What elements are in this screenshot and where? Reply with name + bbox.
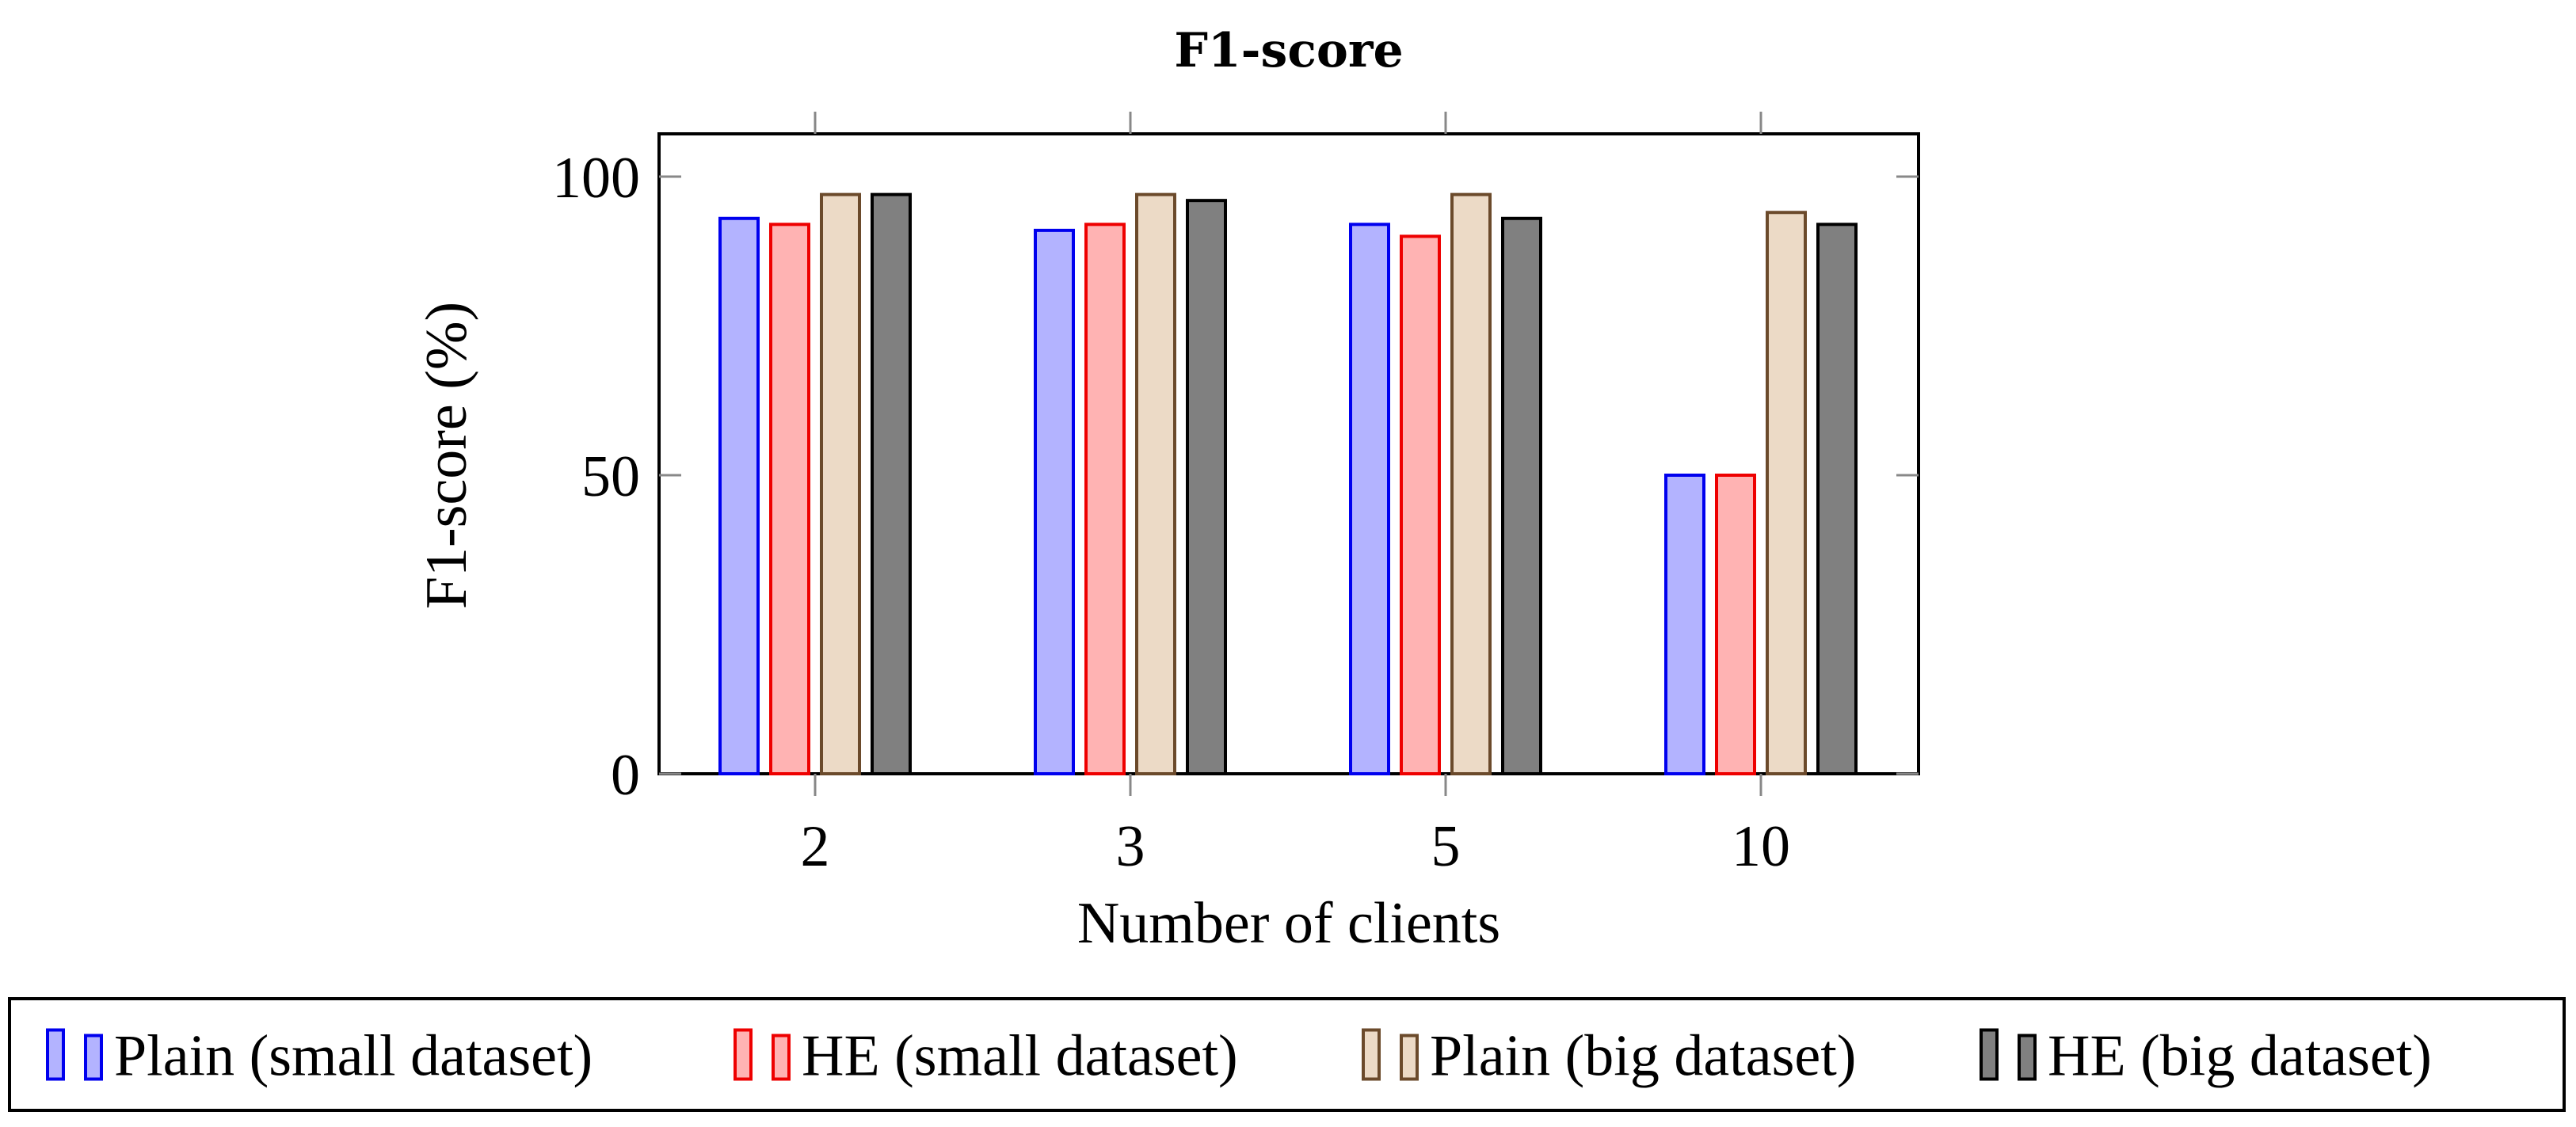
bar — [1084, 223, 1126, 775]
legend-swatch — [772, 1034, 791, 1081]
legend-label: HE (big dataset) — [2048, 1024, 2432, 1089]
bar — [1766, 211, 1807, 775]
bar — [820, 192, 861, 775]
bar — [871, 192, 912, 775]
bar — [1400, 234, 1441, 775]
bar — [1715, 474, 1756, 775]
legend-swatch — [1362, 1028, 1381, 1081]
x-tick-label: 3 — [1116, 814, 1145, 879]
legend-swatch — [1400, 1034, 1419, 1081]
y-tick-label: 100 — [552, 146, 640, 211]
legend-item: Plain (small dataset) — [46, 1024, 593, 1089]
bar — [1135, 192, 1176, 775]
legend-item: HE (big dataset) — [1980, 1024, 2432, 1089]
bar — [1450, 192, 1492, 775]
x-axis-label: Number of clients — [1077, 891, 1500, 956]
legend-label: Plain (small dataset) — [114, 1024, 593, 1089]
legend-item: Plain (big dataset) — [1362, 1024, 1856, 1089]
bar — [1664, 474, 1705, 775]
legend-swatch — [734, 1028, 753, 1081]
legend-swatch — [46, 1028, 65, 1081]
bar — [1034, 228, 1075, 775]
bar — [718, 216, 760, 775]
plot-frame — [657, 132, 1920, 775]
bar — [1816, 223, 1858, 775]
x-tick-label: 10 — [1732, 814, 1790, 879]
legend: Plain (small dataset) HE (small dataset) P… — [8, 997, 2566, 1112]
bar — [1349, 223, 1390, 775]
x-tick-label: 5 — [1431, 814, 1461, 879]
x-tick-label: 2 — [801, 814, 830, 879]
bar — [1501, 216, 1542, 775]
legend-swatch — [1980, 1028, 1999, 1081]
bar — [769, 223, 810, 775]
legend-box — [8, 997, 2566, 1112]
bar — [1186, 199, 1227, 776]
legend-item: HE (small dataset) — [734, 1024, 1238, 1089]
legend-label: Plain (big dataset) — [1430, 1024, 1856, 1089]
legend-label: HE (small dataset) — [802, 1024, 1238, 1089]
legend-swatch — [2018, 1034, 2037, 1081]
chart-title: F1-score — [1174, 23, 1403, 78]
legend-swatch — [84, 1034, 103, 1081]
y-axis-label: F1-score (%) — [414, 302, 479, 609]
y-tick-label: 50 — [581, 444, 640, 509]
y-tick-label: 0 — [611, 743, 640, 808]
